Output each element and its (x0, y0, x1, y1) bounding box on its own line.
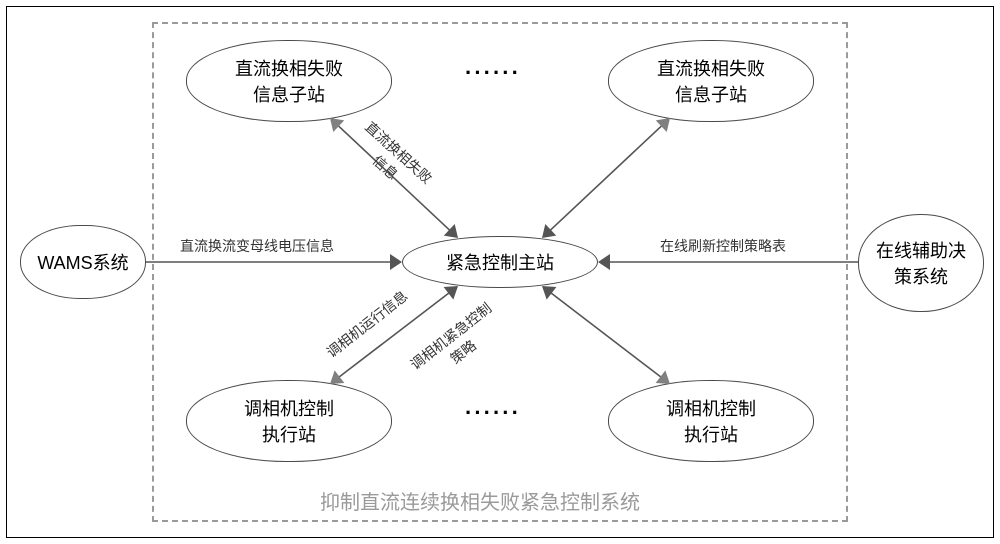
ellipsis-bottom: ······ (465, 400, 521, 426)
node-wams: WAMS系统 (20, 225, 146, 299)
node-exec-bot-right: 调相机控制 执行站 (608, 380, 814, 462)
node-master-station: 紧急控制主站 (402, 236, 598, 288)
node-sub-top-right: 直流换相失败 信息子站 (608, 40, 814, 122)
node-aux-decision: 在线辅助决 策系统 (858, 214, 984, 312)
system-title: 抑制直流连续换相失败紧急控制系统 (320, 486, 640, 515)
node-sub-top-left: 直流换相失败 信息子站 (186, 40, 392, 122)
node-exec-bot-left: 调相机控制 执行站 (186, 380, 392, 462)
edge-label-aux: 在线刷新控制策略表 (660, 236, 786, 256)
ellipsis-top: ······ (465, 60, 521, 86)
edge-label-wams: 直流换流变母线电压信息 (180, 236, 334, 256)
